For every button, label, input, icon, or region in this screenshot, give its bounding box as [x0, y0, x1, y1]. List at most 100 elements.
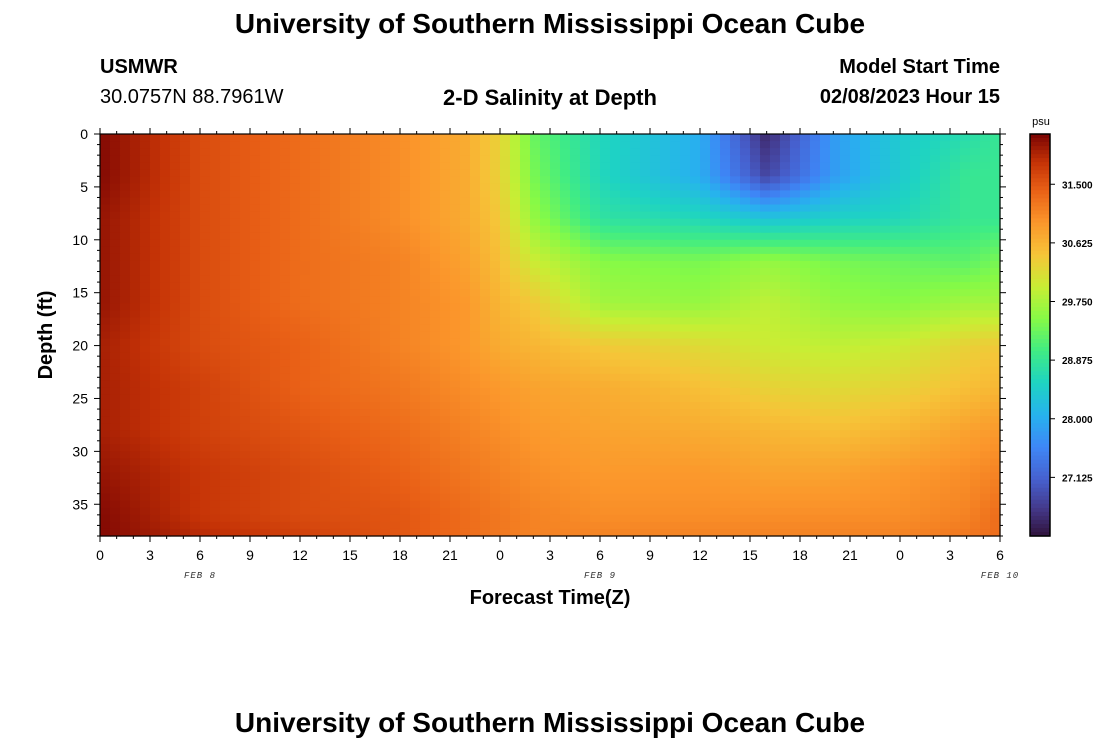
- heatmap-cell: [780, 218, 791, 227]
- heatmap-cell: [810, 345, 821, 354]
- heatmap-cell: [700, 402, 711, 410]
- heatmap-cell: [970, 211, 981, 220]
- heatmap-cell: [830, 387, 841, 396]
- heatmap-cell: [270, 134, 281, 142]
- heatmap-cell: [520, 444, 531, 452]
- heatmap-cell: [770, 423, 781, 431]
- heatmap-cell: [640, 282, 651, 290]
- heatmap-cell: [260, 430, 271, 438]
- heatmap-cell: [340, 500, 351, 509]
- heatmap-cell: [740, 338, 751, 347]
- heatmap-cell: [780, 366, 791, 375]
- heatmap-cell: [530, 366, 541, 375]
- heatmap-cell: [860, 275, 871, 283]
- heatmap-cell: [830, 260, 841, 269]
- heatmap-cell: [720, 514, 731, 523]
- heatmap-cell: [360, 296, 371, 304]
- heatmap-cell: [710, 282, 721, 290]
- heatmap-cell: [320, 437, 331, 445]
- heatmap-cell: [790, 239, 801, 248]
- heatmap-cell: [260, 232, 271, 241]
- heatmap-cell: [990, 338, 1001, 347]
- heatmap-cell: [740, 331, 751, 340]
- heatmap-cell: [540, 190, 551, 199]
- heatmap-cell: [550, 437, 561, 445]
- heatmap-cell: [730, 176, 741, 184]
- heatmap-cell: [820, 282, 831, 290]
- heatmap-cell: [330, 394, 341, 403]
- heatmap-cell: [440, 416, 451, 424]
- heatmap-cell: [790, 444, 801, 452]
- heatmap-cell: [530, 451, 541, 460]
- heatmap-cell: [550, 190, 561, 199]
- heatmap-cell: [550, 197, 561, 206]
- heatmap-cell: [760, 416, 771, 424]
- heatmap-cell: [260, 387, 271, 396]
- heatmap-cell: [960, 282, 971, 290]
- heatmap-cell: [870, 465, 881, 474]
- heatmap-cell: [690, 296, 701, 304]
- heatmap-cell: [660, 134, 671, 142]
- heatmap-cell: [140, 402, 151, 410]
- heatmap-cell: [310, 324, 321, 333]
- heatmap-cell: [840, 493, 851, 502]
- heatmap-cell: [700, 451, 711, 460]
- heatmap-cell: [710, 324, 721, 333]
- heatmap-cell: [100, 317, 111, 326]
- heatmap-cell: [660, 394, 671, 403]
- heatmap-cell: [440, 134, 451, 142]
- heatmap-cell: [850, 134, 861, 142]
- heatmap-cell: [130, 310, 141, 318]
- heatmap-cell: [770, 218, 781, 227]
- heatmap-cell: [360, 183, 371, 192]
- heatmap-cell: [530, 176, 541, 184]
- heatmap-cell: [630, 458, 641, 467]
- heatmap-cell: [130, 268, 141, 276]
- heatmap-cell: [430, 218, 441, 227]
- heatmap-cell: [400, 268, 411, 276]
- heatmap-cell: [940, 204, 951, 213]
- heatmap-cell: [270, 260, 281, 269]
- heatmap-cell: [430, 331, 441, 340]
- heatmap-cell: [100, 352, 111, 361]
- heatmap-cell: [580, 486, 591, 495]
- heatmap-cell: [390, 183, 401, 192]
- heatmap-cell: [380, 324, 391, 333]
- heatmap-cell: [180, 303, 191, 311]
- heatmap-cell: [260, 409, 271, 417]
- heatmap-cell: [760, 155, 771, 163]
- heatmap-cell: [870, 423, 881, 431]
- heatmap-cell: [270, 479, 281, 488]
- heatmap-cell: [640, 317, 651, 326]
- heatmap-cell: [410, 253, 421, 262]
- heatmap-cell: [400, 486, 411, 495]
- heatmap-cell: [420, 169, 431, 177]
- heatmap-cell: [280, 204, 291, 213]
- heatmap-cell: [870, 451, 881, 460]
- heatmap-cell: [280, 366, 291, 375]
- heatmap-cell: [450, 486, 461, 495]
- heatmap-cell: [180, 204, 191, 213]
- heatmap-cell: [690, 366, 701, 375]
- heatmap-cell: [460, 148, 471, 156]
- heatmap-cell: [580, 169, 591, 177]
- heatmap-cell: [280, 423, 291, 431]
- heatmap-cell: [310, 409, 321, 417]
- heatmap-cell: [490, 521, 501, 530]
- heatmap-cell: [970, 289, 981, 297]
- heatmap-cell: [720, 465, 731, 474]
- heatmap-cell: [640, 162, 651, 170]
- heatmap-cell: [180, 444, 191, 452]
- heatmap-cell: [830, 148, 841, 156]
- heatmap-cell: [880, 430, 891, 438]
- heatmap-cell: [420, 373, 431, 382]
- heatmap-cell: [130, 444, 141, 452]
- heatmap-cell: [650, 352, 661, 361]
- heatmap-cell: [990, 317, 1001, 326]
- heatmap-cell: [780, 423, 791, 431]
- heatmap-cell: [860, 416, 871, 424]
- heatmap-cell: [520, 310, 531, 318]
- heatmap-cell: [730, 387, 741, 396]
- heatmap-cell: [520, 169, 531, 177]
- heatmap-cell: [770, 493, 781, 502]
